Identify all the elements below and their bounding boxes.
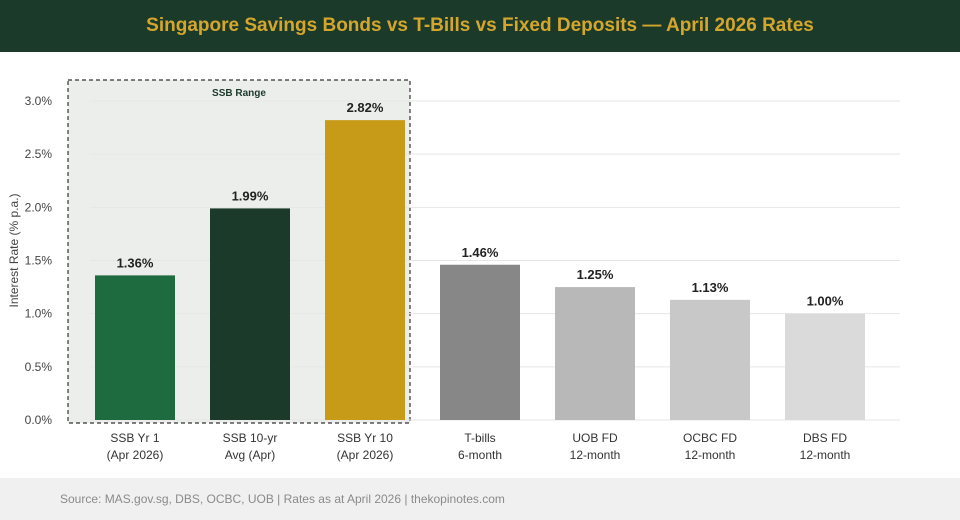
source-note: Source: MAS.gov.sg, DBS, OCBC, UOB | Rat… — [60, 492, 505, 506]
bar — [440, 264, 520, 420]
y-axis-label: Interest Rate (% p.a.) — [7, 193, 21, 307]
bar-value-label: 1.00% — [807, 294, 844, 309]
value-labels: 1.36% 1.99% 2.82% 1.46% 1.25% 1.13% 1.00% — [117, 100, 844, 309]
ssb-range-label: SSB Range — [212, 88, 266, 99]
y-tick-label: 1.0% — [25, 307, 53, 321]
bar-value-label: 1.46% — [462, 245, 499, 260]
category-label: 6-month — [458, 448, 502, 462]
chart-title-bar: Singapore Savings Bonds vs T-Bills vs Fi… — [0, 0, 960, 52]
bar — [95, 275, 175, 420]
y-tick-label: 2.5% — [25, 147, 53, 161]
y-tick-label: 3.0% — [25, 94, 53, 108]
bar-chart: SSB Range 0.0% 0.5% 1.0% 1.5% 2.0% 2.5% 3.0% I… — [7, 79, 900, 462]
category-label: T-bills — [464, 431, 495, 445]
category-label: OCBC FD — [683, 431, 737, 445]
category-label: 12-month — [800, 448, 851, 462]
bars — [95, 120, 865, 420]
category-label: Avg (Apr) — [225, 448, 275, 462]
category-label: SSB 10-yr — [223, 431, 278, 445]
y-tick-label: 0.5% — [25, 360, 53, 374]
category-label: (Apr 2026) — [107, 448, 164, 462]
chart-title: Singapore Savings Bonds vs T-Bills vs Fi… — [146, 15, 814, 36]
y-axis-ticks: 0.0% 0.5% 1.0% 1.5% 2.0% 2.5% 3.0% — [25, 94, 53, 427]
category-label: (Apr 2026) — [337, 448, 394, 462]
category-label: 12-month — [685, 448, 736, 462]
bar — [325, 120, 405, 420]
category-label: SSB Yr 10 — [337, 431, 393, 445]
bar-value-label: 2.82% — [347, 100, 384, 115]
bar — [670, 299, 750, 420]
y-tick-label: 0.0% — [25, 413, 53, 427]
bar — [555, 287, 635, 420]
y-tick-label: 2.0% — [25, 200, 53, 214]
category-label: 12-month — [570, 448, 621, 462]
bar — [210, 208, 290, 420]
bar-value-label: 1.25% — [577, 267, 614, 282]
category-label: UOB FD — [572, 431, 618, 445]
category-label: SSB Yr 1 — [110, 431, 159, 445]
bar-value-label: 1.13% — [692, 280, 729, 295]
category-labels: SSB Yr 1 (Apr 2026) SSB 10-yr Avg (Apr) SSB … — [107, 431, 851, 462]
bar-value-label: 1.99% — [232, 188, 269, 203]
y-tick-label: 1.5% — [25, 254, 53, 268]
category-label: DBS FD — [803, 431, 847, 445]
footer: Source: MAS.gov.sg, DBS, OCBC, UOB | Rat… — [0, 478, 960, 520]
bar — [785, 313, 865, 420]
bar-value-label: 1.36% — [117, 255, 154, 270]
